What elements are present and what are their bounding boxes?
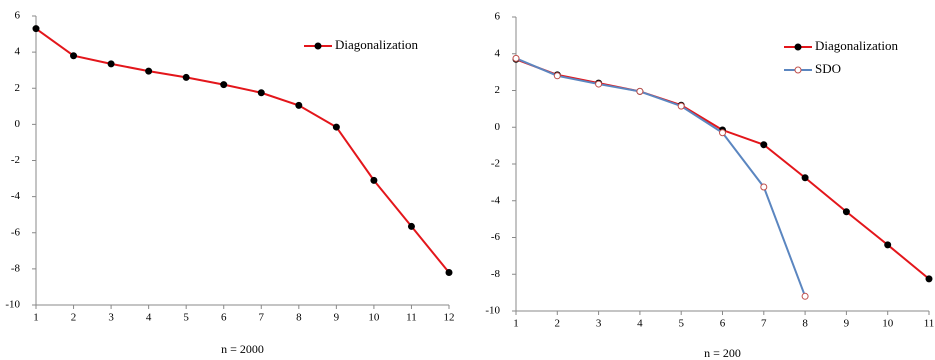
marker	[220, 81, 228, 89]
marker	[553, 72, 561, 80]
marker	[407, 222, 415, 230]
x-tick-label: 1	[513, 318, 519, 330]
x-tick-label: 3	[596, 318, 602, 330]
marker	[445, 268, 453, 276]
y-tick-label: 0	[495, 121, 501, 133]
x-tick-label: 8	[802, 318, 808, 330]
y-tick-label: -6	[491, 231, 501, 243]
marker	[295, 101, 303, 109]
x-tick-label: 3	[108, 312, 114, 324]
y-tick-label: 4	[15, 46, 21, 58]
x-tick-label: 4	[146, 312, 152, 324]
y-tick-label: -10	[485, 305, 500, 317]
marker	[70, 52, 78, 60]
x-tick-label: 11	[406, 312, 417, 324]
x-tick-label: 7	[761, 318, 767, 330]
x-tick-label: 12	[444, 312, 455, 324]
x-tick-label: 11	[924, 318, 935, 330]
marker	[595, 80, 603, 88]
marker	[801, 174, 809, 182]
x-tick-label: 1	[33, 312, 39, 324]
legend-label: SDO	[815, 61, 841, 76]
x-tick-label: 2	[71, 312, 77, 324]
marker	[760, 183, 768, 191]
y-tick-label: -6	[11, 226, 21, 238]
x-tick-label: 9	[334, 312, 340, 324]
legend-label: Diagonalization	[815, 38, 899, 53]
y-tick-label: -2	[11, 154, 20, 166]
x-tick-label: 5	[678, 318, 684, 330]
marker	[512, 54, 520, 62]
y-tick-label: 2	[15, 82, 21, 94]
x-axis-label: n = 2000	[221, 342, 264, 356]
chart: -10 -8 -6 -4 -2 0 2 4 6 1 2 3 4 5 6 7 8 9 10 11 n = 200 Diago…	[485, 11, 934, 360]
x-axis-label: n = 200	[704, 346, 741, 360]
series-line	[515, 57, 807, 297]
marker	[636, 87, 644, 95]
y-tick-label: 6	[15, 10, 21, 22]
y-tick-label: 2	[495, 84, 501, 96]
marker	[32, 25, 40, 33]
x-tick-label: 5	[183, 312, 189, 324]
marker	[370, 176, 378, 184]
y-tick-label: -8	[491, 268, 501, 280]
marker	[107, 60, 115, 68]
x-tick-label: 7	[259, 312, 265, 324]
x-tick-label: 6	[221, 312, 227, 324]
x-tick-label: 10	[368, 312, 380, 324]
x-tick-label: 2	[555, 318, 561, 330]
marker	[884, 241, 892, 249]
y-tick-label: -2	[491, 158, 500, 170]
marker	[925, 275, 933, 283]
y-tick-label: -10	[5, 299, 20, 311]
y-tick-label: -8	[11, 262, 21, 274]
x-tick-label: 4	[637, 318, 643, 330]
x-tick-label: 10	[882, 318, 894, 330]
y-tick-label: 6	[495, 11, 501, 23]
y-tick-label: -4	[11, 190, 21, 202]
marker	[677, 102, 685, 110]
legend-label: Diagonalization	[335, 37, 419, 52]
y-tick-label: 0	[15, 118, 21, 130]
marker	[842, 208, 850, 216]
marker	[332, 123, 340, 131]
x-tick-label: 8	[296, 312, 302, 324]
x-tick-label: 6	[720, 318, 726, 330]
legend-marker	[794, 43, 802, 51]
marker	[145, 67, 153, 75]
marker	[719, 129, 726, 137]
legend-marker	[314, 42, 322, 50]
marker	[182, 73, 190, 81]
marker	[760, 141, 768, 149]
marker	[801, 292, 809, 300]
legend-marker	[794, 66, 802, 74]
y-tick-label: -4	[491, 194, 501, 206]
x-tick-label: 9	[844, 318, 850, 330]
series-line	[515, 58, 930, 280]
y-tick-label: 4	[495, 47, 501, 59]
series-line	[35, 27, 450, 274]
marker	[257, 89, 265, 97]
